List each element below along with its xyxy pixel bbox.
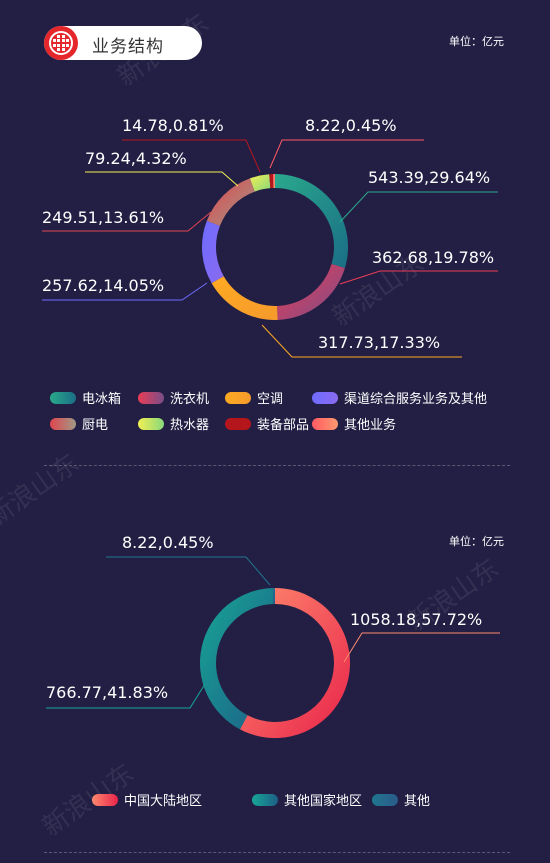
legend-label: 中国大陆地区 — [124, 794, 203, 809]
region-donut: 1058.18,57.72% 766.77,41.83% 8.22,0.45% — [46, 533, 500, 738]
legend-swatch — [225, 417, 251, 430]
data-label: 257.62,14.05% — [42, 276, 164, 295]
legend-item: 渠道综合服务业务及其他 — [312, 388, 487, 407]
legend-label: 其他国家地区 — [284, 794, 363, 809]
section-divider — [44, 852, 510, 853]
legend-item: 中国大陆地区 — [92, 790, 202, 809]
donut-slice — [272, 588, 275, 605]
legend-item: 洗衣机 — [138, 388, 209, 407]
donut-slice — [272, 174, 275, 189]
leader-line — [42, 282, 208, 301]
leader-line — [343, 632, 500, 663]
legend-swatch — [372, 793, 398, 806]
legend-label: 热水器 — [170, 418, 210, 433]
data-label: 766.77,41.83% — [46, 683, 168, 702]
legend-item: 热水器 — [138, 414, 209, 433]
leader-line — [261, 324, 462, 358]
legend-label: 装备部品 — [257, 418, 310, 433]
legend-item: 其他国家地区 — [252, 790, 362, 809]
donut-slice — [206, 178, 255, 226]
legend-item: 其他 — [372, 790, 430, 809]
legend-swatch — [225, 391, 251, 404]
donut-slice — [275, 174, 348, 268]
donut-slice — [200, 588, 274, 730]
data-label: 249.51,13.61% — [42, 208, 164, 227]
legend-label: 其他 — [404, 794, 431, 809]
leader-line — [339, 191, 498, 223]
data-label: 14.78,0.81% — [122, 116, 224, 135]
legend-swatch — [138, 417, 164, 430]
page-title: 业务结构 — [92, 37, 164, 57]
legend-swatch — [138, 391, 164, 404]
legend-label: 其他业务 — [344, 418, 397, 433]
data-label: 8.22,0.45% — [305, 116, 397, 135]
unit-label-bottom: 单位：亿元 — [449, 535, 504, 548]
unit-label-top: 单位：亿元 — [449, 35, 504, 48]
legend-item: 装备部品 — [225, 414, 309, 433]
leader-line — [85, 171, 239, 187]
data-label: 8.22,0.45% — [122, 533, 214, 552]
donut-slice — [211, 276, 278, 320]
leader-line — [339, 270, 498, 285]
data-label: 362.68,19.78% — [372, 248, 494, 267]
donut-slice — [277, 263, 345, 320]
legend-label: 渠道综合服务业务及其他 — [344, 392, 488, 407]
legend-label: 电冰箱 — [82, 392, 122, 407]
section-header: 业务结构 — [44, 26, 202, 60]
legend-swatch — [312, 417, 338, 430]
donut-slice — [240, 588, 351, 738]
legend-swatch — [50, 391, 76, 404]
donut-slice — [249, 174, 271, 192]
data-label: 543.39,29.64% — [368, 168, 490, 187]
leader-line — [106, 556, 271, 586]
legend-label: 厨电 — [82, 418, 109, 433]
legend-item: 厨电 — [50, 414, 108, 433]
brand-logo-icon — [44, 26, 78, 60]
leader-line — [122, 139, 261, 173]
data-label: 317.73,17.33% — [318, 333, 440, 352]
legend-item: 空调 — [225, 388, 283, 407]
legend-swatch — [92, 793, 118, 806]
leader-line — [42, 211, 212, 232]
section-divider — [44, 465, 510, 466]
legend-item: 电冰箱 — [50, 388, 121, 407]
legend-swatch — [252, 793, 278, 806]
data-label: 79.24,4.32% — [85, 149, 187, 168]
donut-slice — [201, 220, 224, 284]
legend-label: 空调 — [257, 392, 284, 407]
legend-swatch — [312, 391, 338, 404]
legend-swatch — [50, 417, 76, 430]
donut-slice — [269, 174, 274, 189]
leader-line — [269, 139, 424, 169]
legend-label: 洗衣机 — [170, 392, 210, 407]
data-label: 1058.18,57.72% — [350, 610, 482, 629]
legend-item: 其他业务 — [312, 414, 396, 433]
leader-line — [46, 683, 206, 709]
business-structure-donut: 543.39,29.64% 362.68,19.78% 317.73,17.33% 2… — [42, 116, 498, 358]
